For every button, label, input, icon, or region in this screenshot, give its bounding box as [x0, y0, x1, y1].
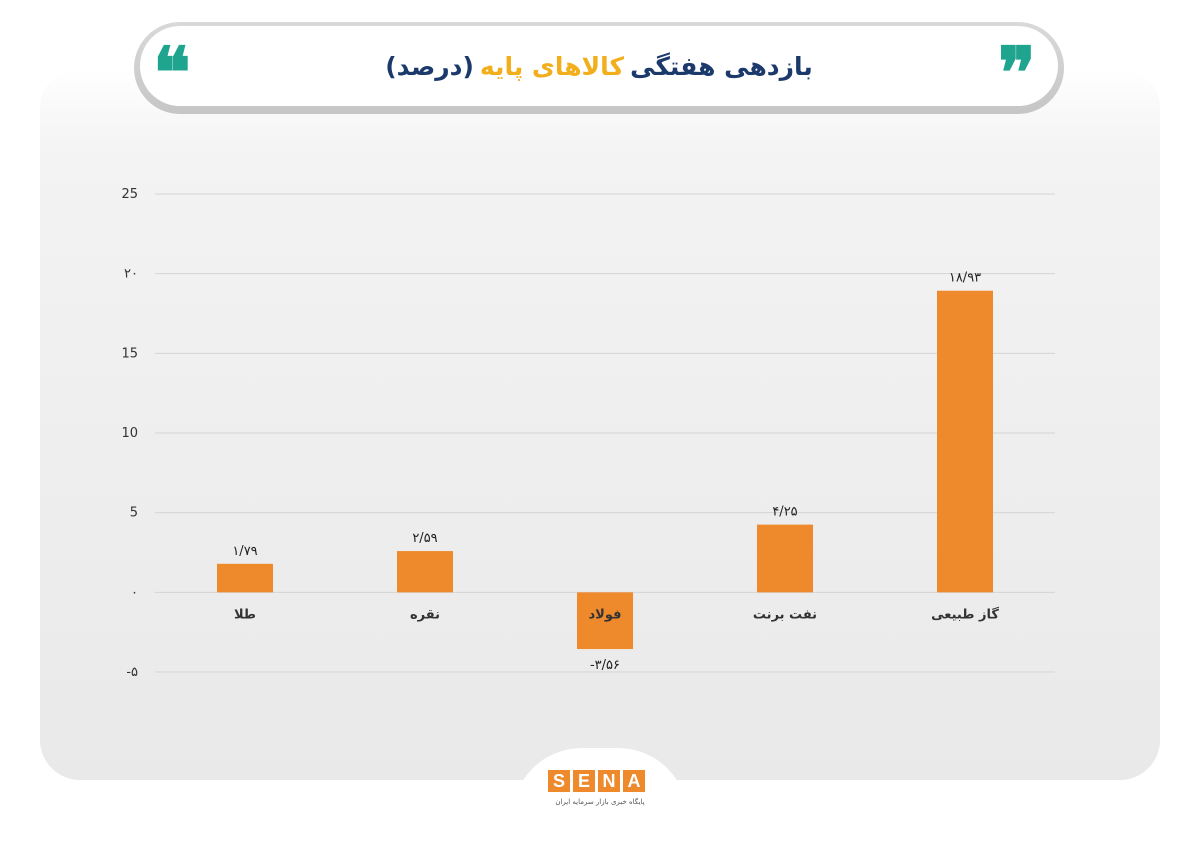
bar-3 [757, 524, 813, 593]
close-quote-icon: ❞ [998, 31, 1036, 114]
category-label: طلا [234, 607, 256, 622]
logo-letter: S [548, 770, 570, 792]
category-label: نفت برنت [753, 607, 817, 622]
y-axis-ticks: -۵ ۰ 5 10 15 ۲۰ 25 [121, 187, 138, 680]
data-label: ۲/۵۹ [412, 531, 437, 546]
logo-subtitle: پایگاه خبری بازار سرمایه ایران [555, 798, 645, 806]
category-label: گاز طبیعی [931, 606, 999, 622]
title-bar-inner [140, 26, 1058, 106]
sena-logo: S E N A [548, 770, 645, 792]
y-tick-label: ۲۰ [124, 267, 138, 282]
y-tick-label: -۵ [126, 665, 138, 680]
data-label: ۴/۲۵ [772, 505, 797, 520]
bar-4 [937, 290, 993, 593]
bar-2 [577, 592, 633, 650]
logo-letter: N [598, 770, 620, 792]
title-part-2: کالاهای پایه [479, 51, 625, 81]
y-tick-label: 5 [130, 506, 138, 521]
bar-1 [397, 551, 453, 593]
y-tick-label: ۰ [131, 585, 138, 600]
data-label: -۳/۵۶ [590, 658, 620, 673]
data-label: ۱۸/۹۳ [949, 271, 981, 286]
data-label: ۱/۷۹ [232, 544, 257, 559]
title-part-1: بازدهی هفتگی [630, 51, 813, 81]
grid-lines [155, 193, 1055, 673]
chart-title: بازدهی هفتگی کالاهای پایه (درصد) [140, 26, 1058, 106]
y-tick-label: 25 [121, 187, 138, 202]
logo-letter: E [573, 770, 595, 792]
bar-0 [217, 563, 273, 593]
bars [217, 290, 993, 650]
category-label: فولاد [588, 607, 621, 622]
labels: ۱/۷۹ طلا ۲/۵۹ نقره -۳/۵۶ فولاد ۴/۲۵ نفت برنت ۱۸/… [232, 271, 999, 673]
y-tick-label: 15 [121, 346, 138, 361]
bar-chart: -۵ ۰ 5 10 15 ۲۰ 25 ۱/۷۹ طلا ۲/۵۹ نقره -۳/۵۶ فولاد ۴/… [121, 187, 1055, 680]
title-part-3: (درصد) [385, 51, 474, 81]
y-tick-label: 10 [121, 426, 138, 441]
logo-letter: A [623, 770, 645, 792]
open-quote-icon: ❝ [153, 31, 191, 114]
category-label: نقره [410, 607, 440, 622]
